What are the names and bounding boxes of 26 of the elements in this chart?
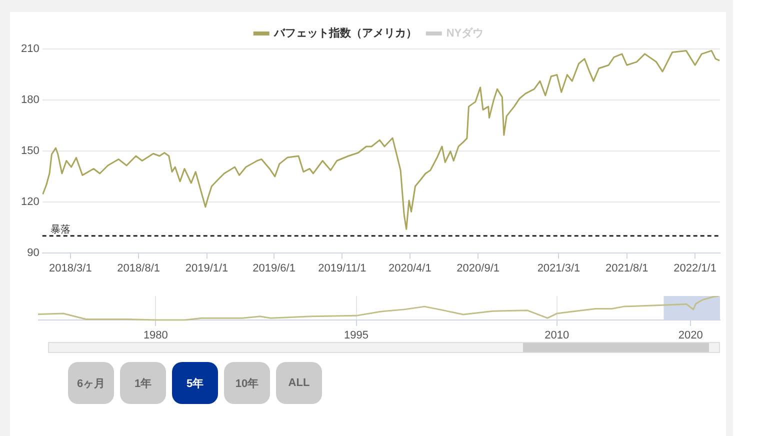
- x-tick-label: 2021/8/1: [605, 262, 648, 274]
- ref-line-label: 暴落: [50, 224, 70, 236]
- text: 5年: [172, 362, 218, 404]
- text: ALL: [276, 362, 322, 404]
- x-tick-label: 1995: [344, 330, 369, 342]
- x-tick-label: 2020/9/1: [456, 262, 500, 274]
- x-tick-label: 2019/11/1: [318, 262, 366, 274]
- x-tick-label: 2021/3/1: [537, 262, 580, 274]
- x-tick-label: 2018/8/1: [117, 262, 160, 274]
- x-tick-label: 2019/1/1: [185, 262, 228, 274]
- x-tick-label: 2010: [544, 330, 570, 342]
- x-tick-label: 2020/4/1: [388, 262, 432, 274]
- x-tick-label: 2022/1/1: [674, 262, 716, 274]
- y-tick-label: 180: [20, 94, 40, 106]
- y-tick-label: 210: [20, 43, 40, 56]
- x-tick-label: 2020: [678, 330, 703, 342]
- text: 6ヶ月: [68, 362, 114, 404]
- x-tick-label: 2019/6/1: [252, 262, 296, 274]
- y-tick-label: 150: [20, 144, 40, 157]
- x-tick-label: 2018/3/1: [49, 262, 92, 274]
- x-tick-label: 1980: [143, 330, 168, 342]
- legend-label: バフェット指数（アメリカ）: [272, 26, 417, 40]
- y-tick-label: 90: [27, 246, 40, 259]
- y-tick-label: 120: [20, 196, 40, 208]
- text: 1年: [120, 362, 166, 404]
- text: 10年: [224, 362, 270, 404]
